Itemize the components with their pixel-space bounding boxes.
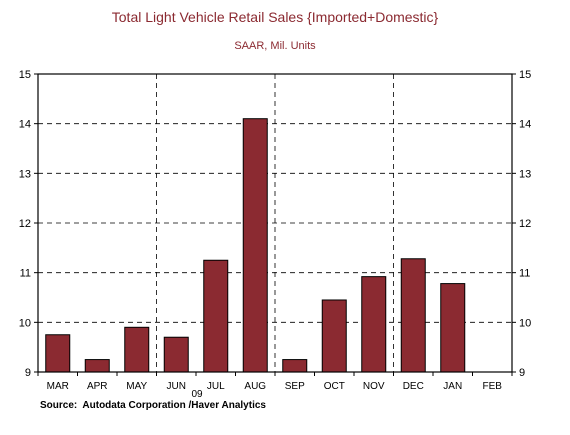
y-tick-label-right: 11 xyxy=(519,268,530,280)
bar-may xyxy=(124,326,150,373)
bar-sep xyxy=(282,359,308,373)
x-label-sep: SEP xyxy=(285,381,305,392)
y-axis-left-ticks: 9 10 11 12 13 14 15 xyxy=(19,69,38,379)
x-label-jun: JUN xyxy=(167,381,186,392)
bars xyxy=(45,118,466,373)
bar-dec xyxy=(400,258,426,373)
chart-title: Total Light Vehicle Retail Sales {Import… xyxy=(112,9,439,25)
bar-mar xyxy=(45,334,71,373)
x-label-jan: JAN xyxy=(443,381,462,392)
x-label-mar: MAR xyxy=(47,381,69,392)
y-tick-label-left: 11 xyxy=(20,268,31,280)
bar-apr xyxy=(84,359,110,373)
y-axis-right-ticks: 9 10 11 12 13 14 15 xyxy=(512,69,531,379)
x-label-feb: FEB xyxy=(483,381,503,392)
bar-jan xyxy=(440,283,466,373)
y-tick-label-left: 14 xyxy=(19,119,31,131)
y-tick-label-left: 9 xyxy=(25,367,31,379)
y-tick-label-right: 13 xyxy=(519,168,531,180)
bar-aug xyxy=(242,118,268,373)
y-tick-label-left: 15 xyxy=(19,69,31,81)
y-tick-label-right: 12 xyxy=(519,218,531,230)
grid-lines xyxy=(38,74,512,372)
bar-oct xyxy=(321,299,347,373)
year-label: 09 xyxy=(191,389,203,400)
x-label-may: MAY xyxy=(126,381,147,392)
x-label-aug: AUG xyxy=(244,381,266,392)
y-tick-label-left: 12 xyxy=(19,218,31,230)
source-note: Source: Autodata Corporation /Haver Anal… xyxy=(40,400,266,411)
bar-jun xyxy=(163,336,189,373)
x-label-oct: OCT xyxy=(324,381,345,392)
y-tick-label-right: 10 xyxy=(519,317,531,329)
y-tick-label-left: 13 xyxy=(19,168,31,180)
y-tick-label-right: 9 xyxy=(519,367,525,379)
x-label-dec: DEC xyxy=(403,381,424,392)
x-axis-labels: MAR APR MAY JUN JUL AUG SEP OCT NOV DEC JAN FEB xyxy=(37,372,513,392)
y-tick-label-left: 10 xyxy=(19,317,31,329)
bar-jul xyxy=(203,259,229,373)
x-label-jul: JUL xyxy=(207,381,225,392)
y-tick-label-right: 14 xyxy=(519,119,531,131)
chart-subtitle: SAAR, Mil. Units xyxy=(234,40,316,52)
x-label-nov: NOV xyxy=(363,381,385,392)
bar-nov xyxy=(361,276,387,373)
y-tick-label-right: 15 xyxy=(519,69,531,81)
x-label-apr: APR xyxy=(87,381,108,392)
